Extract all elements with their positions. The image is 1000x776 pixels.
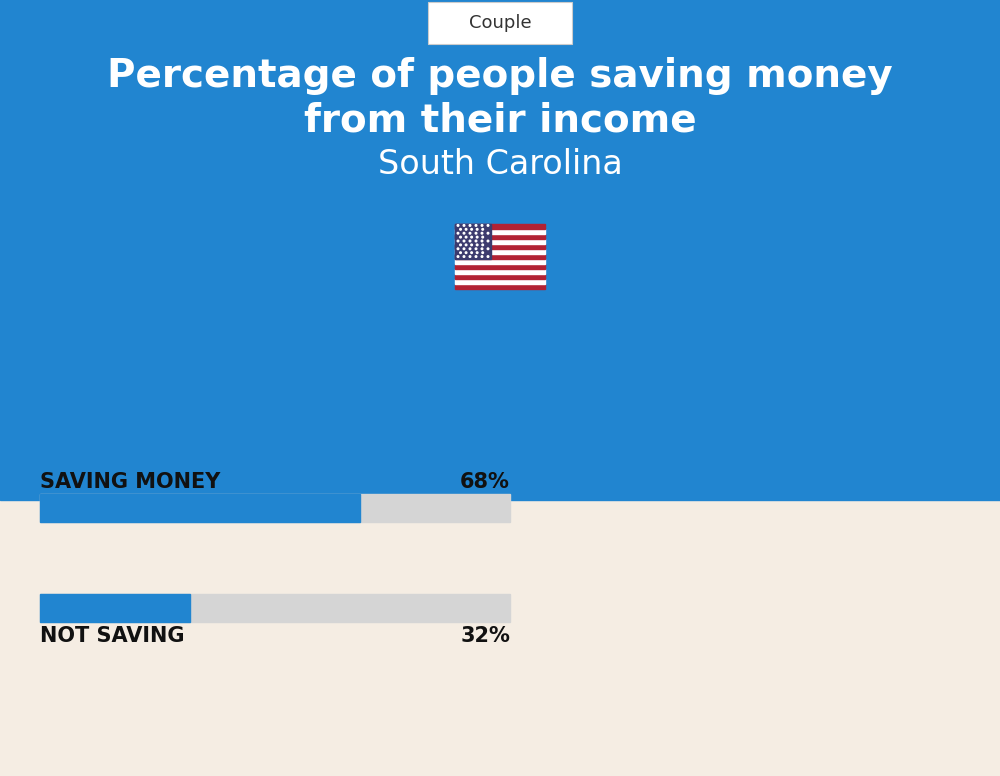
Text: SAVING MONEY: SAVING MONEY <box>40 472 220 492</box>
Text: 32%: 32% <box>460 626 510 646</box>
Circle shape <box>463 241 465 242</box>
Circle shape <box>460 237 461 238</box>
Circle shape <box>469 224 471 227</box>
Circle shape <box>481 224 483 227</box>
Circle shape <box>482 252 483 254</box>
Circle shape <box>487 256 489 258</box>
Circle shape <box>457 248 459 250</box>
Circle shape <box>460 252 461 254</box>
Circle shape <box>457 224 459 227</box>
Circle shape <box>471 229 472 230</box>
Circle shape <box>487 224 489 227</box>
Circle shape <box>457 241 459 242</box>
Circle shape <box>476 229 478 230</box>
Bar <box>455 279 545 283</box>
Circle shape <box>476 244 478 246</box>
Bar <box>455 238 545 244</box>
Circle shape <box>471 237 472 238</box>
Circle shape <box>487 241 489 242</box>
Bar <box>40 494 360 522</box>
Bar <box>455 223 491 258</box>
Circle shape <box>463 248 465 250</box>
Bar <box>455 248 545 254</box>
Circle shape <box>463 256 465 258</box>
Bar <box>455 223 545 228</box>
Text: Percentage of people saving money: Percentage of people saving money <box>107 57 893 95</box>
Circle shape <box>465 237 467 238</box>
Circle shape <box>469 241 471 242</box>
Circle shape <box>476 252 478 254</box>
Circle shape <box>463 224 465 227</box>
Text: from their income: from their income <box>304 101 696 139</box>
Polygon shape <box>0 0 1000 500</box>
Circle shape <box>457 233 459 234</box>
Circle shape <box>481 256 483 258</box>
Circle shape <box>465 244 467 246</box>
Circle shape <box>487 248 489 250</box>
Circle shape <box>465 229 467 230</box>
Bar <box>0 0 1000 500</box>
Circle shape <box>471 252 472 254</box>
Circle shape <box>476 237 478 238</box>
Circle shape <box>465 252 467 254</box>
Text: South Carolina: South Carolina <box>378 147 622 181</box>
Bar <box>40 594 190 622</box>
Bar <box>455 264 545 268</box>
Circle shape <box>469 233 471 234</box>
Circle shape <box>481 248 483 250</box>
Bar <box>455 273 545 279</box>
Bar <box>455 244 545 248</box>
Bar <box>455 283 545 289</box>
Circle shape <box>460 244 461 246</box>
Circle shape <box>463 233 465 234</box>
Bar <box>455 258 545 264</box>
Circle shape <box>469 256 471 258</box>
Circle shape <box>487 233 489 234</box>
Circle shape <box>475 224 477 227</box>
FancyBboxPatch shape <box>428 2 572 44</box>
Circle shape <box>469 248 471 250</box>
Bar <box>455 228 545 234</box>
Bar <box>0 0 1000 370</box>
Circle shape <box>482 229 483 230</box>
Circle shape <box>482 237 483 238</box>
Text: NOT SAVING: NOT SAVING <box>40 626 184 646</box>
Bar <box>455 268 545 273</box>
Circle shape <box>475 241 477 242</box>
Circle shape <box>475 248 477 250</box>
Bar <box>40 494 510 522</box>
Circle shape <box>457 256 459 258</box>
Circle shape <box>481 241 483 242</box>
Circle shape <box>481 233 483 234</box>
Circle shape <box>475 256 477 258</box>
Text: 68%: 68% <box>460 472 510 492</box>
Bar <box>455 234 545 238</box>
Bar <box>40 594 510 622</box>
Circle shape <box>471 244 472 246</box>
Bar <box>455 254 545 258</box>
Text: Couple: Couple <box>469 14 531 32</box>
Circle shape <box>482 244 483 246</box>
Circle shape <box>460 229 461 230</box>
Circle shape <box>475 233 477 234</box>
